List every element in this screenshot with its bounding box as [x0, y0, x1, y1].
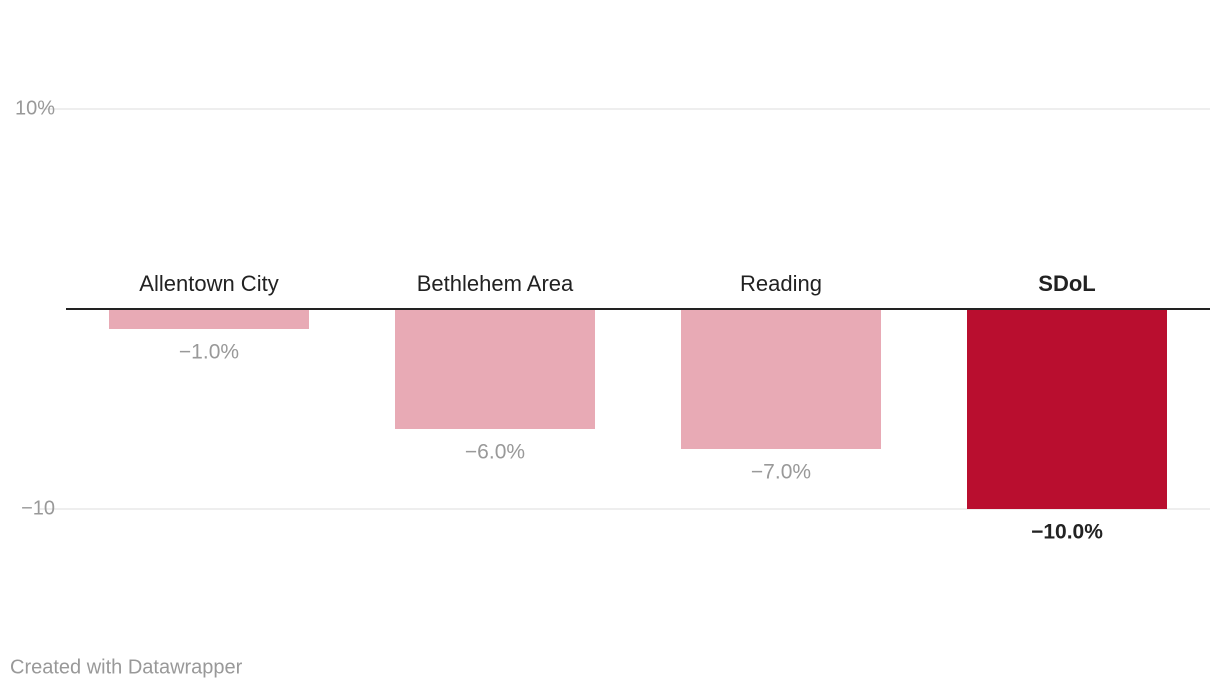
bar — [681, 309, 881, 449]
category-label: Reading — [740, 271, 822, 296]
category-label: Bethlehem Area — [417, 271, 574, 296]
bar — [395, 309, 595, 429]
bar — [967, 309, 1167, 509]
value-label: −1.0% — [179, 341, 239, 364]
bar — [109, 309, 309, 329]
y-tick-label: 10% — [15, 97, 55, 119]
category-label: Allentown City — [139, 271, 278, 296]
category-label: SDoL — [1038, 271, 1095, 296]
footer: Created with Datawrapper — [10, 656, 243, 678]
value-label: −6.0% — [465, 441, 525, 464]
value-label: −7.0% — [751, 461, 811, 484]
y-tick-label: −10 — [21, 497, 55, 519]
value-label: −10.0% — [1031, 521, 1103, 544]
